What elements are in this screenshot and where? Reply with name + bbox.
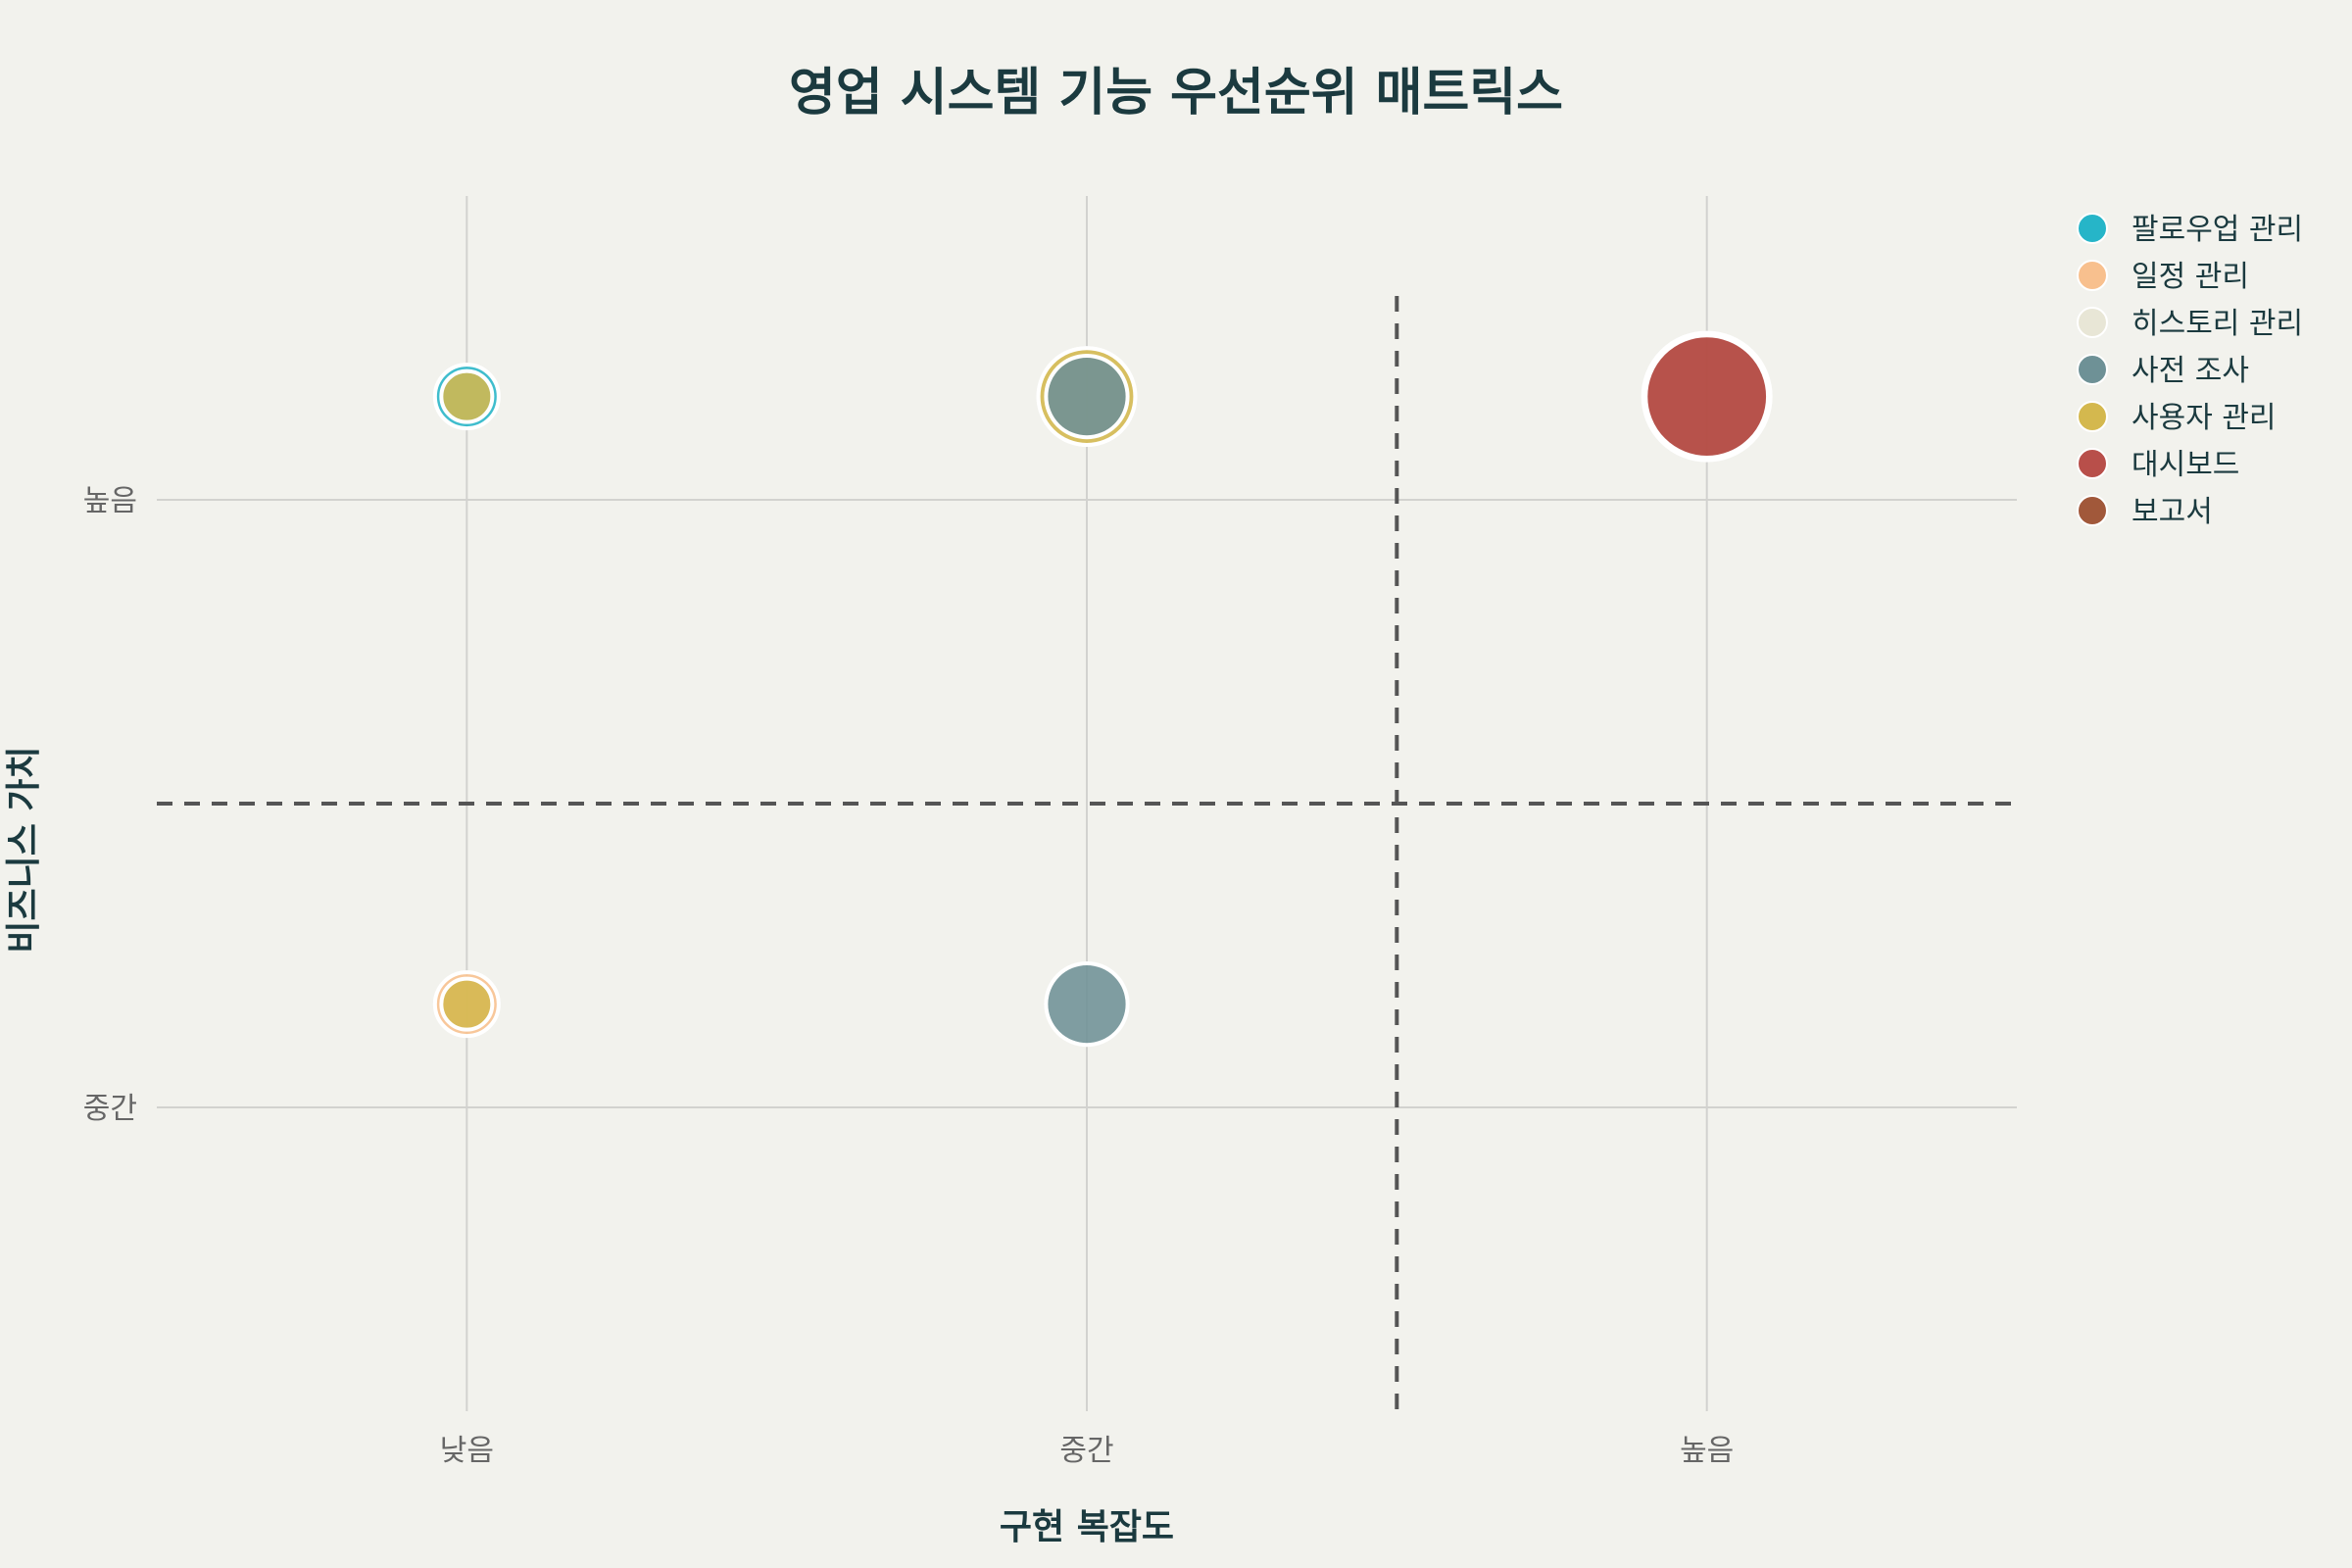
x-tick-label: 낮음	[440, 1434, 494, 1468]
legend-label: 사용자 관리	[2132, 401, 2277, 435]
y-tick-label: 중간	[83, 1092, 137, 1126]
legend-marker	[2077, 213, 2108, 244]
legend-marker	[2077, 448, 2108, 479]
legend-marker	[2077, 401, 2108, 432]
legend-marker	[2077, 354, 2108, 385]
bubble-point	[1044, 961, 1130, 1048]
x-tick-label: 높음	[1680, 1434, 1734, 1468]
legend-label: 대시보드	[2132, 448, 2239, 482]
y-tick-label: 높음	[83, 484, 137, 518]
x-axis-title: 구현 복잡도	[1000, 1507, 1174, 1547]
legend-label: 사전 조사	[2132, 354, 2249, 388]
legend-label: 일정 관리	[2132, 260, 2249, 294]
y-axis-title: 비즈니스 가치	[4, 746, 44, 953]
bubble-point	[1044, 354, 1130, 440]
divider-layer	[157, 296, 2017, 1411]
bubble-point	[439, 368, 495, 424]
legend-label: 보고서	[2132, 495, 2213, 529]
legend-marker	[2077, 307, 2108, 338]
chart-title: 영업 시스템 기능 우선순위 매트릭스	[789, 64, 1563, 122]
legend-label: 팔로우업 관리	[2132, 213, 2303, 247]
legend-label: 히스토리 관리	[2132, 307, 2303, 341]
bubble-point	[1643, 333, 1771, 461]
bubble-layer	[432, 330, 1773, 1048]
bubble-point	[439, 976, 495, 1032]
x-tick-label: 중간	[1059, 1434, 1113, 1468]
legend-marker	[2077, 495, 2108, 526]
legend-marker	[2077, 260, 2108, 291]
